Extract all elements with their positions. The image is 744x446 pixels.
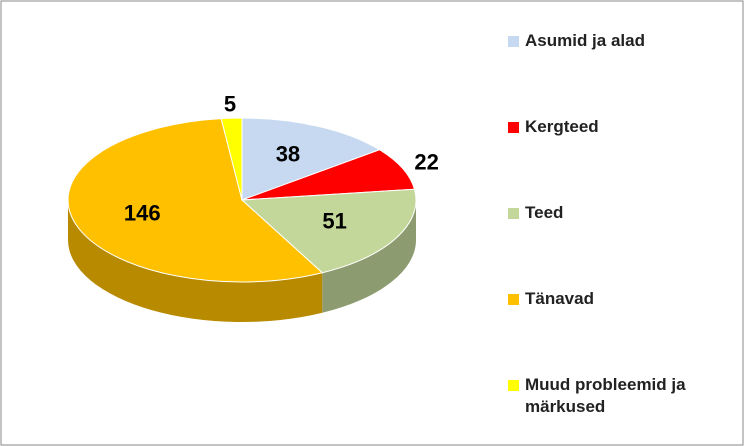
legend-label: Muud probleemid ja märkused (525, 375, 686, 416)
slice (241, 149, 416, 201)
slice-top (240, 188, 417, 274)
legend-swatch (508, 36, 519, 47)
slice-top (241, 149, 416, 201)
data-label: 146 (124, 200, 161, 225)
legend-swatch (508, 380, 519, 391)
legend-item: Kergteed (508, 116, 733, 138)
legend-item: Teed (508, 202, 733, 224)
legend-swatch (508, 294, 519, 305)
legend-label: Teed (525, 203, 564, 222)
legend-item: Asumid ja alad (508, 30, 733, 52)
slice-top (241, 117, 381, 201)
slice-top (220, 117, 243, 201)
legend-swatch (508, 122, 519, 133)
slice (220, 117, 243, 201)
slice (240, 188, 417, 313)
slice (67, 118, 324, 322)
legend-label: Tänavad (525, 289, 594, 308)
data-label: 51 (322, 209, 346, 234)
slice-top (67, 118, 324, 283)
legend-item: Tänavad (508, 288, 733, 310)
data-label: 5 (224, 92, 236, 117)
slice-side (68, 200, 323, 322)
data-label: 22 (414, 149, 438, 174)
slice (241, 117, 381, 201)
legend-label: Asumid ja alad (525, 31, 645, 50)
data-label: 38 (276, 142, 300, 167)
legend-item: Muud probleemid ja märkused (508, 374, 733, 418)
legend-swatch (508, 208, 519, 219)
legend-label: Kergteed (525, 117, 599, 136)
